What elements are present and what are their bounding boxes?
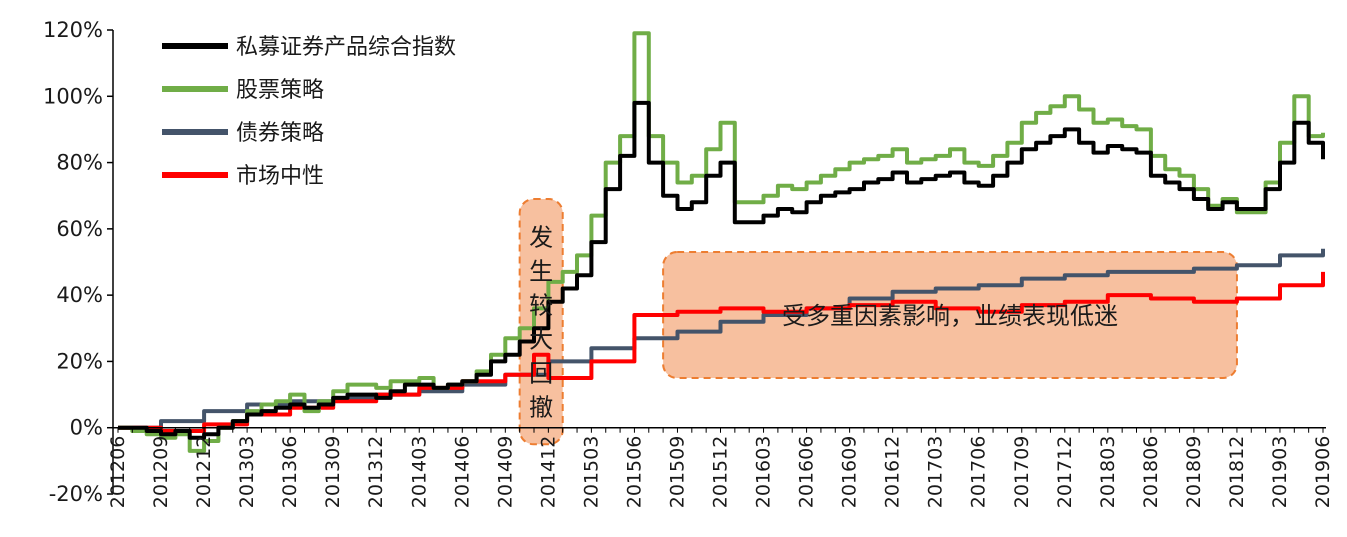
annotation-box-1 (518, 198, 564, 446)
x-tick-label: 201606 (796, 436, 818, 509)
legend-label-1: 私募证券产品综合指数 (236, 35, 456, 60)
x-tick-label: 201612 (882, 436, 904, 509)
x-tick-label: 201806 (1140, 436, 1162, 509)
x-tick-label: 201703 (925, 436, 947, 509)
y-tick-label: 80% (56, 151, 103, 175)
y-tick-label: 20% (56, 349, 103, 373)
x-tick-label: 201509 (666, 436, 688, 509)
x-tick-label: 201212 (193, 436, 215, 509)
legend-label-4: 市场中性 (236, 164, 324, 189)
x-tick-label: 201406 (451, 436, 473, 509)
x-tick-label: 201709 (1011, 436, 1033, 509)
annotation-text-layer: 发生较大回撤 受多重因素影响，业绩表现低迷 (529, 224, 1118, 422)
x-tick-label: 201412 (537, 436, 559, 509)
annotation-box-2 (662, 251, 1238, 379)
y-tick-label: 120% (43, 18, 103, 42)
x-tick-label: 201803 (1097, 436, 1119, 509)
legend-label-3: 债券策略 (236, 121, 324, 146)
x-tick-label: 201712 (1054, 436, 1076, 509)
y-tick-label: 60% (56, 217, 103, 241)
annotation-label-1: 发生较大回撤 (529, 224, 553, 422)
series-line-1 (118, 100, 1325, 440)
axis-layer: -20% 0% 20% 40% 60% 80% 100% 120% 201206 201209 20… (43, 18, 1334, 508)
x-tick-label: 201303 (236, 436, 258, 509)
x-tick-label: 201812 (1226, 436, 1248, 509)
y-tick-label: 40% (56, 283, 103, 307)
x-tick-label: 201312 (365, 436, 387, 509)
y-tick-label: 100% (43, 84, 103, 108)
series-layer (118, 31, 1325, 453)
annotation-layer (518, 198, 1238, 446)
x-tick-label: 201403 (408, 436, 430, 509)
x-tick-label: 201809 (1183, 436, 1205, 509)
x-tick-label: 201906 (1312, 436, 1334, 509)
x-tick-label: 201506 (623, 436, 645, 509)
legend-label-2: 股票策略 (236, 78, 324, 103)
x-tick-label: 201306 (279, 436, 301, 509)
x-tick-label: 201209 (150, 436, 172, 509)
y-tick-label: 0% (70, 416, 103, 440)
annotation-label-2: 受多重因素影响，业绩表现低迷 (782, 302, 1118, 330)
x-tick-label: 201503 (580, 436, 602, 509)
x-tick-label: 201409 (494, 436, 516, 509)
x-tick-label: 201609 (839, 436, 861, 509)
x-tick-label: 201706 (968, 436, 990, 509)
x-tick-label: 201309 (322, 436, 344, 509)
x-tick-label: 201903 (1269, 436, 1291, 509)
x-tick-label: 201206 (107, 436, 129, 509)
x-tick-label: 201512 (710, 436, 732, 509)
x-tick-label: 201603 (753, 436, 775, 509)
y-tick-label: -20% (49, 482, 103, 506)
